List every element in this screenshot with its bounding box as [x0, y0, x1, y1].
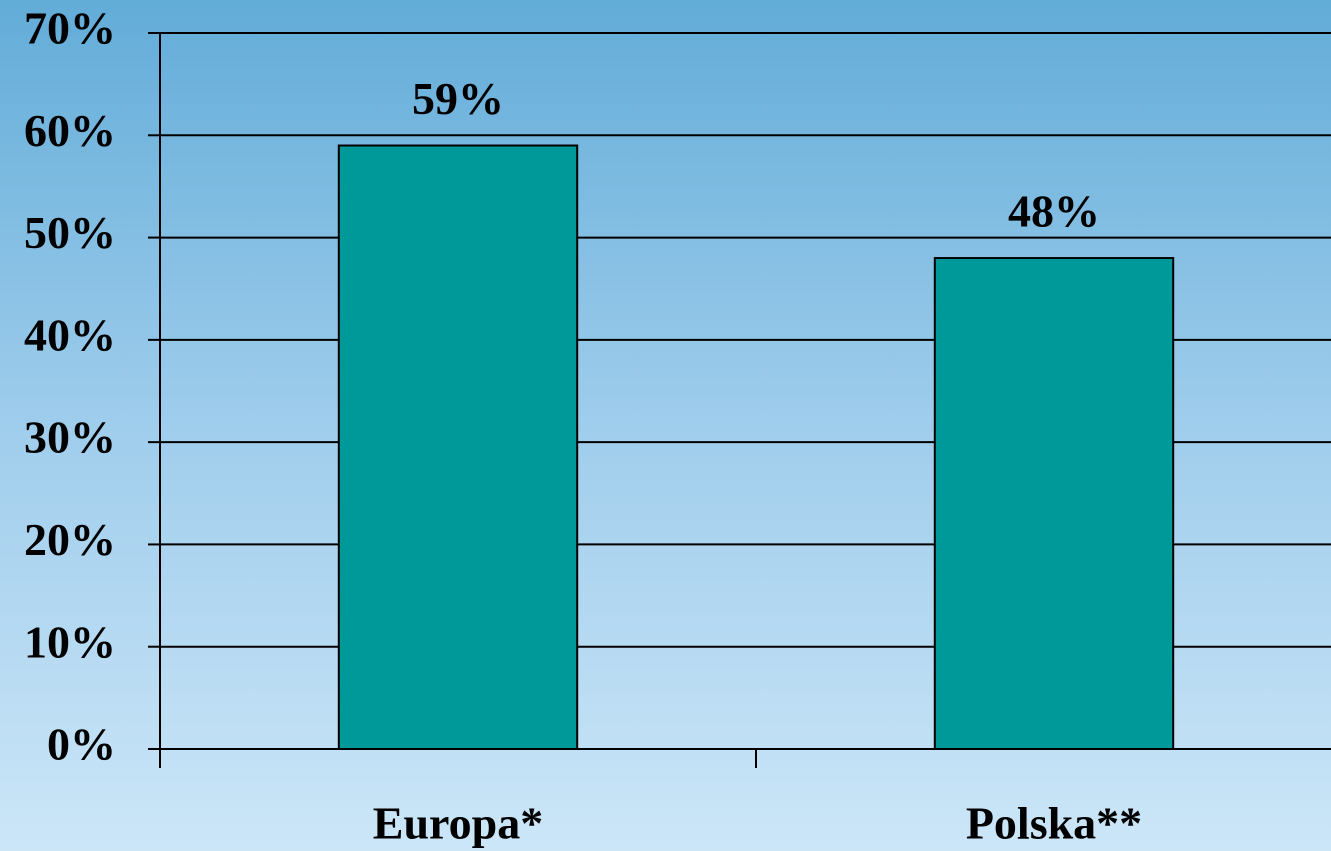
- data-label: 48%: [1008, 186, 1100, 237]
- x-tick-label: Polska**: [966, 798, 1142, 849]
- y-tick-label: 20%: [24, 514, 116, 565]
- bar: [933, 257, 1175, 750]
- y-tick-label: 40%: [24, 309, 116, 360]
- y-tick-label: 30%: [24, 412, 116, 463]
- y-tick-label: 10%: [24, 616, 116, 667]
- x-tick-label: Europa*: [373, 798, 543, 849]
- y-tick-label: 0%: [47, 719, 116, 770]
- y-tick-label: 50%: [24, 207, 116, 258]
- y-tick-label: 70%: [24, 3, 116, 54]
- y-tick-label: 60%: [24, 105, 116, 156]
- data-label: 59%: [412, 73, 504, 124]
- bar: [337, 144, 579, 750]
